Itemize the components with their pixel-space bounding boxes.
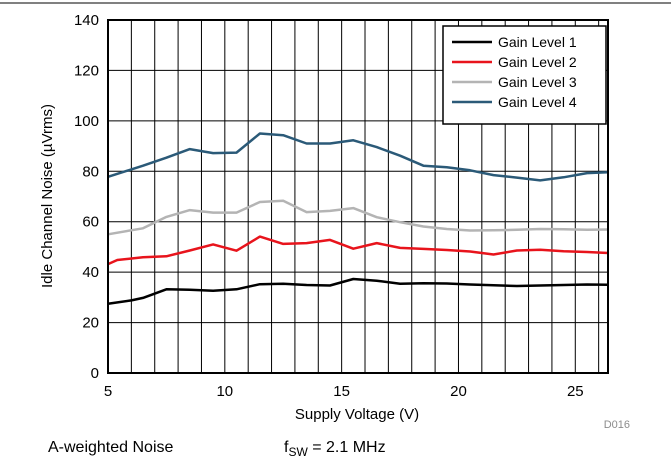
- y-tick-label: 120: [74, 62, 99, 79]
- series-line-gain-level-3: [107, 199, 609, 236]
- x-tick-label: 5: [104, 383, 112, 400]
- x-tick-label: 20: [450, 383, 467, 400]
- plot-frame: [107, 19, 609, 374]
- series-line-gain-level-1: [107, 277, 609, 305]
- condition-label: A-weighted Noise: [48, 439, 174, 456]
- y-tick-label: 20: [82, 315, 99, 332]
- x-axis-title: Supply Voltage (V): [295, 406, 419, 423]
- x-tick-label: 15: [333, 383, 350, 400]
- y-axis-title: Idle Channel Noise (µVrms): [39, 104, 56, 288]
- series-lines: [107, 132, 609, 305]
- legend-label-gain-level-3: Gain Level 3: [498, 74, 577, 90]
- x-tick-label: 10: [216, 383, 233, 400]
- x-tick-label: 25: [567, 383, 584, 400]
- switching-frequency-label: fSW = 2.1 MHz: [284, 439, 386, 459]
- y-tick-label: 140: [74, 12, 99, 29]
- legend: Gain Level 1 Gain Level 2 Gain Level 3 Gain…: [442, 25, 607, 125]
- series-line-gain-level-2: [107, 235, 609, 266]
- y-tick-label: 0: [91, 365, 99, 382]
- figure-code: D016: [604, 419, 630, 431]
- legend-label-gain-level-4: Gain Level 4: [498, 94, 577, 110]
- y-tick-label: 60: [82, 214, 99, 231]
- tick-labels: 5 10 15 20 25 0 20 40 60 80 100 120 140: [74, 12, 584, 400]
- series-line-gain-level-4: [107, 132, 609, 182]
- y-tick-label: 80: [82, 163, 99, 180]
- legend-label-gain-level-2: Gain Level 2: [498, 54, 577, 70]
- y-tick-label: 100: [74, 113, 99, 130]
- y-tick-label: 40: [82, 264, 99, 281]
- legend-label-gain-level-1: Gain Level 1: [498, 34, 577, 50]
